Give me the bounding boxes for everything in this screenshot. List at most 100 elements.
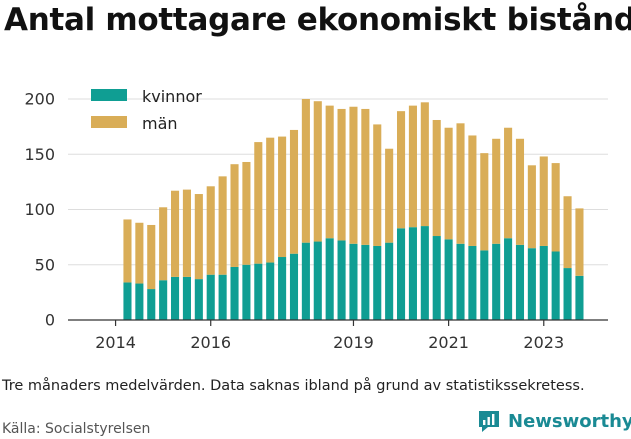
bar-man <box>444 127 453 240</box>
bar-man <box>123 219 132 283</box>
bar-man <box>504 127 513 239</box>
bar-man <box>468 135 477 246</box>
bar-man <box>373 124 382 246</box>
bar-man <box>206 186 215 275</box>
x-tick-label: 2019 <box>333 333 374 352</box>
bar-kvinnor <box>563 268 572 320</box>
y-tick-label: 200 <box>24 90 55 109</box>
bar-kvinnor <box>242 264 251 320</box>
bar-kvinnor <box>396 228 406 320</box>
chart-title: Antal mottagare ekonomiskt bistånd <box>4 2 631 38</box>
bar-man <box>254 142 263 264</box>
bar-man <box>361 108 370 245</box>
bar-kvinnor <box>468 245 477 320</box>
bar-kvinnor <box>385 242 394 320</box>
bar-kvinnor <box>301 242 310 320</box>
bar-kvinnor <box>361 244 370 320</box>
source-credit: Källa: Socialstyrelsen <box>2 421 151 437</box>
bar-man <box>349 106 358 244</box>
bar-man <box>289 129 299 254</box>
bar-man <box>266 137 275 263</box>
stacked-bar-chart: 0 50 100 150 200 2014 2016 2019 2021 2023 kvinno… <box>24 87 608 352</box>
bar-kvinnor <box>456 243 465 320</box>
bar-kvinnor <box>123 282 132 320</box>
legend-swatch-man <box>91 116 127 128</box>
bar-kvinnor <box>194 279 203 320</box>
legend-label-kvinnor: kvinnor <box>142 87 202 106</box>
brand-name: Newsworthy <box>508 410 631 432</box>
bar-kvinnor <box>420 226 429 320</box>
bar-man <box>432 119 441 237</box>
y-axis-tick-labels: 0 50 100 150 200 <box>24 90 55 330</box>
bar-kvinnor <box>218 274 227 320</box>
bar-kvinnor <box>408 227 417 320</box>
bar-man <box>218 176 227 275</box>
bar-man <box>515 138 525 245</box>
bar-kvinnor <box>492 243 501 320</box>
y-tick-label: 100 <box>24 200 55 219</box>
y-tick-label: 0 <box>45 311 55 330</box>
bar-kvinnor <box>527 248 536 320</box>
bar-man <box>396 111 406 229</box>
bar-man <box>527 165 536 249</box>
bar-kvinnor <box>504 238 513 320</box>
legend-swatch-kvinnor <box>91 89 127 101</box>
bar-kvinnor <box>182 276 191 320</box>
bar-kvinnor <box>575 275 584 320</box>
bar-kvinnor <box>515 244 525 320</box>
bar-man <box>171 190 180 277</box>
bar-man <box>147 224 156 290</box>
y-tick-label: 50 <box>35 255 55 274</box>
bar-kvinnor <box>147 289 156 320</box>
bar-kvinnor <box>373 245 382 320</box>
legend: kvinnor män <box>91 87 202 133</box>
x-tick-label: 2023 <box>523 333 564 352</box>
bar-kvinnor <box>432 236 441 320</box>
bar-kvinnor <box>313 241 322 320</box>
x-axis-ticks: 2014 2016 2019 2021 2023 <box>68 319 608 352</box>
bar-kvinnor <box>159 280 168 320</box>
bar-kvinnor <box>539 245 548 320</box>
bar-man <box>539 156 548 246</box>
bar-man <box>480 153 489 251</box>
chart-footnote: Tre månaders medelvärden. Data saknas ib… <box>2 378 585 394</box>
bar-man <box>385 148 394 243</box>
bar-kvinnor <box>171 276 180 320</box>
x-tick-label: 2021 <box>428 333 469 352</box>
bar-man <box>159 207 168 281</box>
bar-kvinnor <box>266 262 275 320</box>
bar-man <box>456 123 465 244</box>
bar-kvinnor <box>206 274 215 320</box>
bar-kvinnor <box>254 263 263 320</box>
bar-man <box>420 102 429 227</box>
bar-man <box>408 105 417 228</box>
bar-man <box>337 108 346 241</box>
bar-man <box>551 163 560 252</box>
bar-kvinnor <box>444 239 453 320</box>
bar-man <box>135 222 144 284</box>
bar-kvinnor <box>278 257 287 320</box>
bar-man <box>278 136 287 258</box>
y-tick-label: 150 <box>24 145 55 164</box>
bar-man <box>182 189 191 277</box>
bar-kvinnor <box>349 243 358 320</box>
bar-kvinnor <box>289 253 299 320</box>
bars <box>123 99 584 320</box>
bar-man <box>492 138 501 244</box>
bar-kvinnor <box>325 238 334 320</box>
bar-man <box>575 208 584 276</box>
newsworthy-brand[interactable]: Newsworthy <box>476 408 631 434</box>
newsworthy-logo-icon <box>479 411 499 432</box>
bar-kvinnor <box>551 251 560 320</box>
bar-man <box>242 161 251 265</box>
bar-kvinnor <box>230 266 239 320</box>
bar-man <box>194 194 203 280</box>
bar-kvinnor <box>135 283 144 320</box>
bar-man <box>325 105 334 239</box>
x-tick-label: 2014 <box>95 333 136 352</box>
bar-man <box>563 196 572 269</box>
bar-man <box>313 101 322 242</box>
bar-man <box>301 99 310 243</box>
bar-man <box>230 164 239 267</box>
x-tick-label: 2016 <box>190 333 231 352</box>
